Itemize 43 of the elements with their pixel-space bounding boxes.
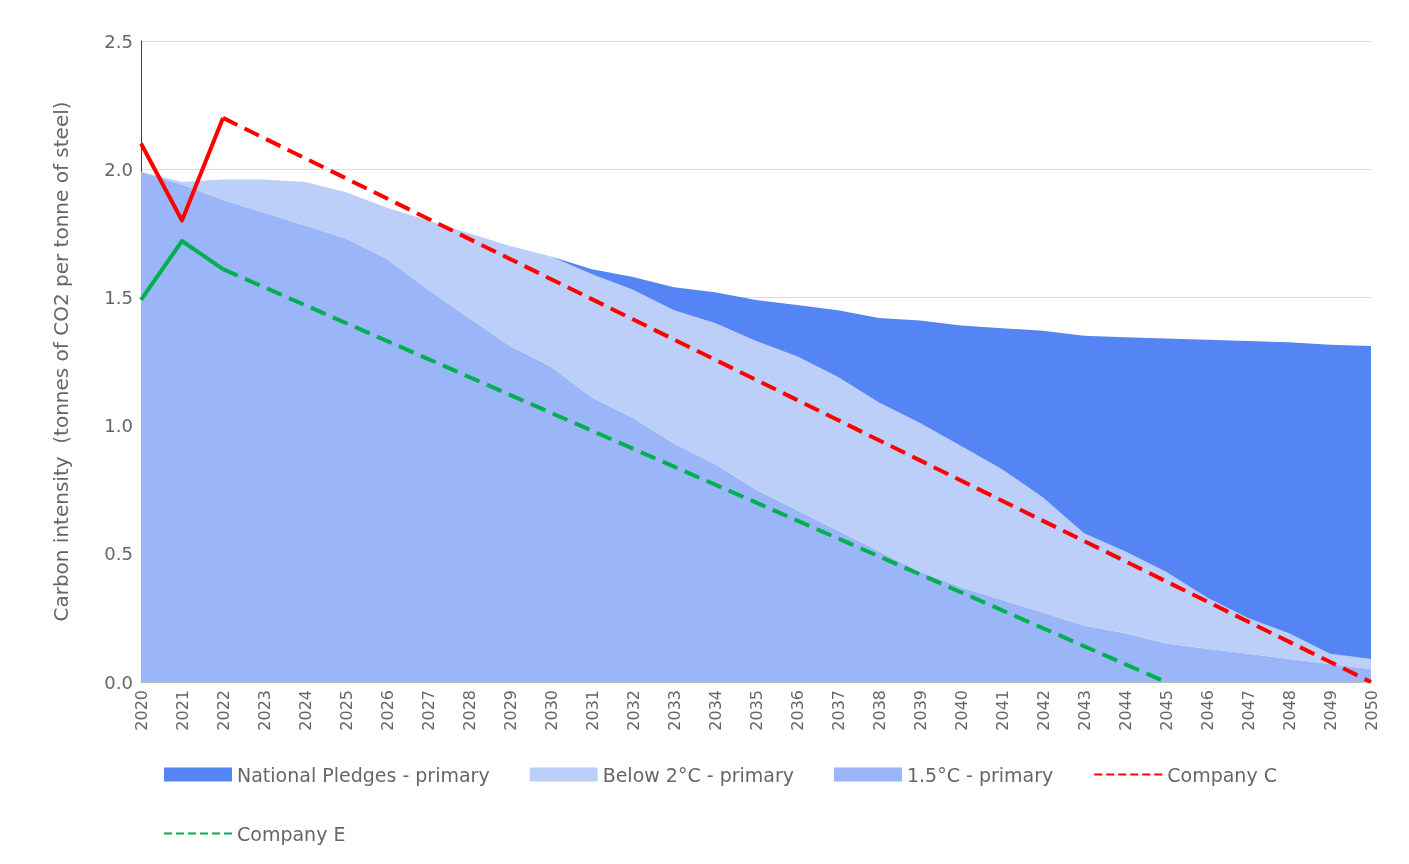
x-tick-label: 2037 <box>828 690 848 731</box>
legend-label: Company E <box>237 822 346 845</box>
x-tick-label: 2025 <box>336 690 356 731</box>
x-tick-label: 2032 <box>623 690 643 731</box>
x-tick-label: 2029 <box>500 690 520 731</box>
x-tick-label: 2036 <box>787 690 807 731</box>
x-tick-label: 2033 <box>664 690 684 731</box>
x-tick-label: 2044 <box>1115 690 1135 731</box>
x-tick-label: 2035 <box>746 690 766 731</box>
legend-label: 1.5°C - primary <box>907 763 1054 786</box>
x-tick-label: 2046 <box>1197 690 1217 731</box>
x-tick-label: 2022 <box>213 690 233 731</box>
x-tick-label: 2050 <box>1361 690 1381 731</box>
x-tick-label: 2030 <box>541 690 561 731</box>
x-tick-label: 2048 <box>1279 690 1299 731</box>
x-tick-label: 2049 <box>1320 690 1340 731</box>
legend-label: Below 2°C - primary <box>602 763 794 786</box>
x-tick-label: 2027 <box>418 690 438 731</box>
x-tick-label: 2047 <box>1238 690 1258 731</box>
x-tick-label: 2041 <box>992 690 1012 731</box>
x-tick-label: 2038 <box>869 690 889 731</box>
legend-label: National Pledges - primary <box>237 763 490 786</box>
x-tick-label: 2043 <box>1074 690 1094 731</box>
y-tick-label: 1.0 <box>104 415 133 437</box>
x-tick-label: 2023 <box>254 690 274 731</box>
y-tick-label: 2.5 <box>104 30 133 52</box>
x-tick-label: 2042 <box>1033 690 1053 731</box>
x-tick-label: 2028 <box>459 690 479 731</box>
x-tick-label: 2039 <box>910 690 930 731</box>
x-tick-label: 2026 <box>377 690 397 731</box>
x-tick-label: 2045 <box>1156 690 1176 731</box>
y-tick-label: 0.5 <box>104 543 133 565</box>
x-tick-label: 2034 <box>705 690 725 731</box>
y-tick-label: 1.5 <box>104 286 133 308</box>
x-tick-label: 2020 <box>131 690 151 731</box>
legend-label: Company C <box>1167 763 1277 786</box>
x-tick-label: 2024 <box>295 690 315 731</box>
x-tick-label: 2021 <box>172 690 192 731</box>
x-tick-label: 2031 <box>582 690 602 731</box>
y-axis-title: Carbon intensity (tonnes of CO2 per tonne of steel) <box>49 101 73 622</box>
y-tick-label: 2.0 <box>104 158 133 180</box>
y-tick-label: 0.0 <box>104 671 133 693</box>
x-tick-label: 2040 <box>951 690 971 731</box>
